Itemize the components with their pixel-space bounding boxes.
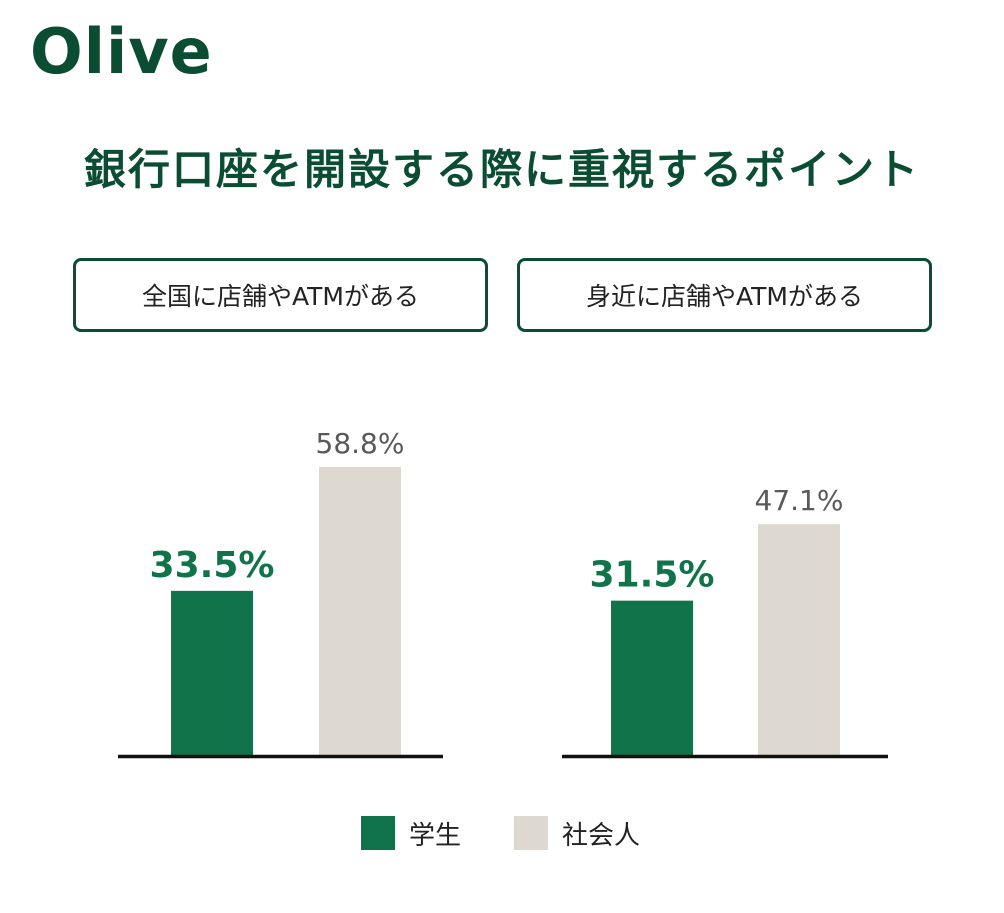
bar-student-1 xyxy=(171,590,253,755)
legend-item-worker: 社会人 xyxy=(514,815,640,851)
value-label-student-1: 33.5% xyxy=(150,545,275,586)
category-label-nearby: 身近に店舗やATMがある xyxy=(517,258,932,332)
category-label-nationwide: 全国に店舗やATMがある xyxy=(73,258,488,332)
olive-logo: Olive xyxy=(30,15,213,88)
legend-item-student: 学生 xyxy=(361,815,461,851)
legend-label-worker: 社会人 xyxy=(562,820,641,851)
value-label-worker-2: 47.1% xyxy=(755,484,844,517)
value-label-student-2: 31.5% xyxy=(590,555,715,596)
legend-swatch-student xyxy=(361,816,395,850)
value-label-worker-1: 58.8% xyxy=(316,427,405,460)
legend-label-student: 学生 xyxy=(409,820,462,851)
bar-worker-2 xyxy=(758,524,840,755)
legend-swatch-worker xyxy=(514,816,548,850)
bar-student-2 xyxy=(611,600,693,755)
chart-title: 銀行口座を開設する際に重視するポイント xyxy=(83,145,920,194)
bar-worker-1 xyxy=(319,466,401,755)
